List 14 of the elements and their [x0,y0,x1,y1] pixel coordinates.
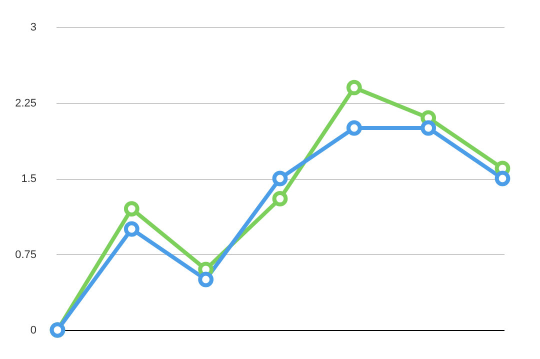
y-tick-label: 2.25 [15,97,36,110]
point [346,120,362,136]
y-tick-label: 0.75 [15,248,36,261]
y-tick-label: 0 [30,324,36,336]
point [346,80,362,96]
point [494,170,510,186]
y-tick-label: 3 [30,22,36,34]
point [420,120,436,136]
point [272,191,288,206]
point [272,170,288,186]
point [124,221,140,237]
point [124,201,140,216]
y-tick-label: 1.5 [21,173,36,185]
point [198,272,214,288]
